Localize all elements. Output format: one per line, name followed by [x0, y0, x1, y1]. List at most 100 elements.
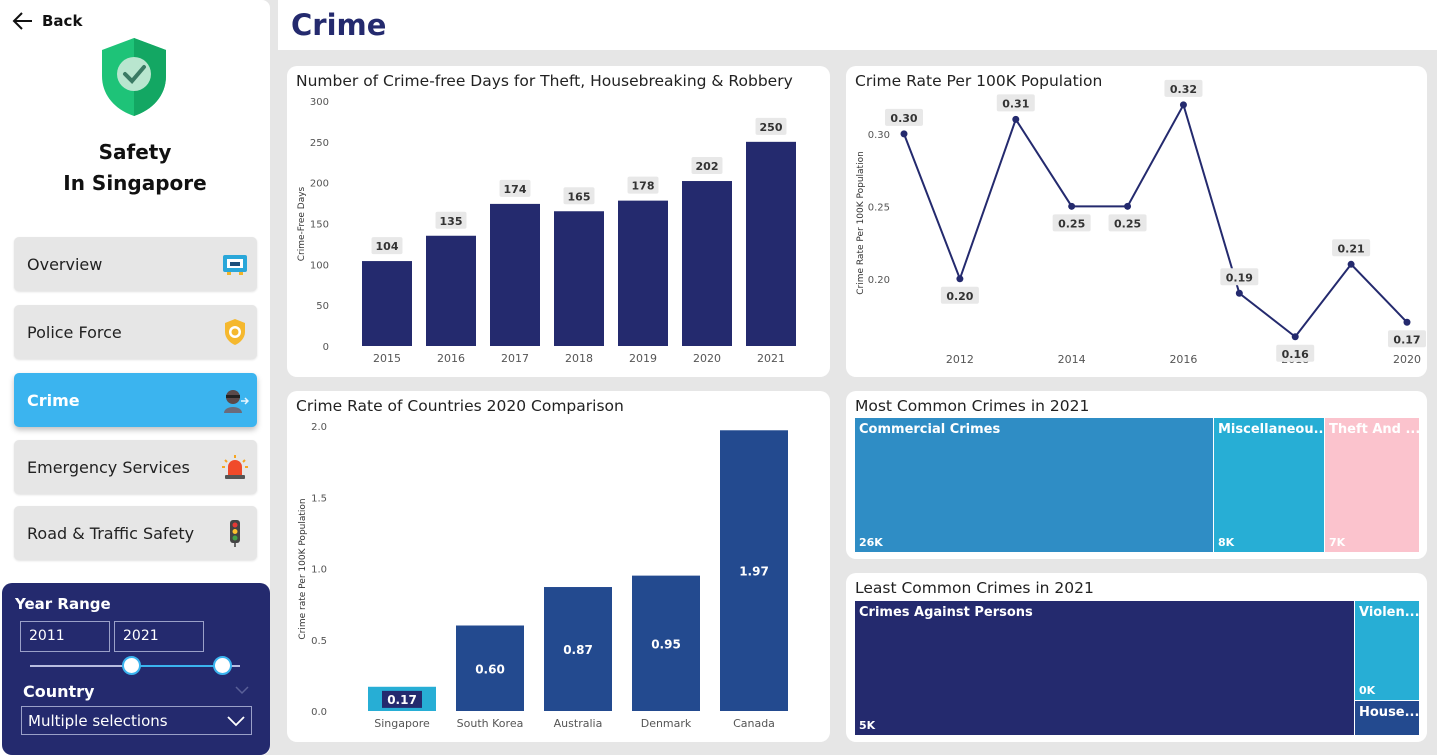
year-to-input[interactable]: 2021	[114, 621, 204, 652]
most-common-crimes-card: Most Common Crimes in 2021 Commercial Cr…	[846, 391, 1427, 559]
country-label: Country	[23, 682, 95, 701]
nav-police-force-button[interactable]: Police Force	[14, 305, 257, 359]
bar[interactable]	[544, 587, 612, 711]
data-point[interactable]	[1068, 202, 1076, 210]
treemap-cell-value: 5K	[859, 719, 876, 732]
y-tick-label: 2.0	[311, 422, 327, 433]
year-slider-start-handle[interactable]	[122, 656, 141, 675]
point-data-label-bg	[1332, 239, 1371, 257]
bar-data-label: 0.87	[563, 643, 593, 657]
bar-data-label-bg	[435, 211, 467, 229]
data-point[interactable]	[1403, 318, 1411, 326]
bar[interactable]	[362, 261, 412, 346]
page-header: Crime	[278, 0, 1437, 50]
bar-data-label: 104	[376, 240, 399, 253]
bar[interactable]	[426, 235, 476, 346]
y-tick-label: 1.0	[311, 565, 327, 576]
chart-title: Number of Crime-free Days for Theft, Hou…	[296, 72, 793, 90]
data-point[interactable]	[1124, 202, 1132, 210]
country-comparison-card: Crime Rate of Countries 2020 Comparison …	[287, 391, 830, 742]
bar-data-label: 0.95	[651, 637, 681, 651]
treemap-cell[interactable]: Theft And ... 7K	[1325, 418, 1419, 552]
country-dropdown-value: Multiple selections	[28, 711, 168, 730]
chart-title: Least Common Crimes in 2021	[855, 579, 1094, 597]
nav-overview-button[interactable]: Overview	[14, 237, 257, 291]
point-data-label-bg	[996, 94, 1035, 112]
collapse-chevron-icon[interactable]	[235, 685, 249, 695]
treemap-cell[interactable]: Crimes Against Persons 5K	[855, 601, 1354, 735]
bar-data-label: 250	[760, 121, 783, 134]
y-tick-label: 250	[310, 138, 329, 149]
bar-data-label-bg	[691, 157, 723, 175]
data-point[interactable]	[956, 275, 964, 283]
sidebar: Back Safety In Singapore Overview Police…	[0, 0, 270, 755]
point-data-label-bg	[1220, 268, 1259, 286]
treemap-cell[interactable]: House...	[1355, 701, 1419, 735]
data-point[interactable]	[1012, 115, 1020, 123]
treemap-cell[interactable]: Commercial Crimes 26K	[855, 418, 1213, 552]
treemap-cell-value: 8K	[1218, 536, 1235, 549]
chevron-down-icon	[227, 715, 245, 726]
data-point[interactable]	[1347, 260, 1355, 268]
bar[interactable]	[746, 141, 796, 346]
year-range-label: Year Range	[15, 595, 111, 613]
crime-free-days-chart: 300 250 200 150 100 50 0 Crime-Free Days 104 2015…	[297, 97, 796, 365]
arrow-left-icon	[12, 12, 32, 30]
bar[interactable]	[682, 181, 732, 346]
point-data-label: 0.25	[1058, 217, 1085, 230]
tv-icon	[223, 255, 247, 275]
back-label: Back	[42, 12, 83, 30]
chart-title: Most Common Crimes in 2021	[855, 397, 1090, 415]
nav-overview-label: Overview	[27, 254, 103, 274]
bar[interactable]	[490, 203, 540, 346]
y-axis-title: Crime Rate Per 100K Population	[856, 151, 866, 295]
bar-data-label: 174	[504, 183, 527, 196]
bar[interactable]	[720, 430, 788, 711]
point-data-label-bg	[1108, 214, 1147, 232]
country-comparison-chart: 2.0 1.5 1.0 0.5 0.0 Crime rate Per 100K Popul…	[298, 422, 788, 730]
nav-police-force-label: Police Force	[27, 322, 122, 342]
y-tick-label: 0.30	[868, 130, 890, 141]
data-point[interactable]	[1291, 333, 1299, 341]
treemap-cell-value: 7K	[1329, 536, 1346, 549]
nav-road-traffic-safety-button[interactable]: Road & Traffic Safety	[14, 506, 257, 560]
nav-emergency-services-button[interactable]: Emergency Services	[14, 440, 257, 494]
year-slider-end-handle[interactable]	[213, 656, 232, 675]
x-tick-label: 2016	[437, 352, 465, 365]
bar-data-label-bg	[499, 179, 531, 197]
point-data-label-bg	[940, 286, 979, 304]
y-tick-label: 0.25	[868, 202, 890, 213]
chart-title: Crime Rate Per 100K Population	[855, 72, 1103, 90]
data-point[interactable]	[900, 130, 908, 138]
nav-crime-button[interactable]: Crime	[14, 373, 257, 427]
bar[interactable]	[456, 625, 524, 712]
bar[interactable]	[618, 200, 668, 346]
data-point[interactable]	[1235, 289, 1243, 297]
bar[interactable]	[554, 211, 604, 346]
bar[interactable]	[632, 575, 700, 711]
x-tick-label: 2018	[565, 352, 593, 365]
bar-data-label-bg	[371, 237, 403, 255]
filter-panel: Year Range 2011 2021 Country Multiple se…	[2, 583, 270, 755]
point-data-label-bg	[1164, 79, 1203, 97]
treemap-cell-name: Violen...	[1359, 605, 1419, 620]
back-button[interactable]: Back	[12, 10, 82, 32]
treemap-cell[interactable]: Violen... 0K	[1355, 601, 1419, 700]
app-title-line2: In Singapore	[63, 171, 207, 195]
x-tick-label: Denmark	[641, 717, 692, 730]
year-from-input[interactable]: 2011	[20, 621, 110, 652]
siren-icon	[222, 455, 248, 479]
point-data-label-bg	[1276, 344, 1315, 362]
point-data-label-bg	[885, 108, 923, 126]
nav-crime-label: Crime	[27, 390, 80, 410]
y-tick-label: 0.20	[868, 275, 890, 286]
country-dropdown[interactable]: Multiple selections	[21, 706, 252, 735]
treemap-cell-name: Crimes Against Persons	[859, 605, 1033, 620]
crime-free-days-card: Number of Crime-free Days for Theft, Hou…	[287, 66, 830, 377]
app-title-line1: Safety	[98, 140, 172, 164]
nav-emergency-services-label: Emergency Services	[27, 457, 190, 477]
y-tick-label: 300	[310, 97, 329, 108]
data-point[interactable]	[1179, 101, 1187, 109]
treemap-cell[interactable]: Miscellaneou... 8K	[1214, 418, 1324, 552]
